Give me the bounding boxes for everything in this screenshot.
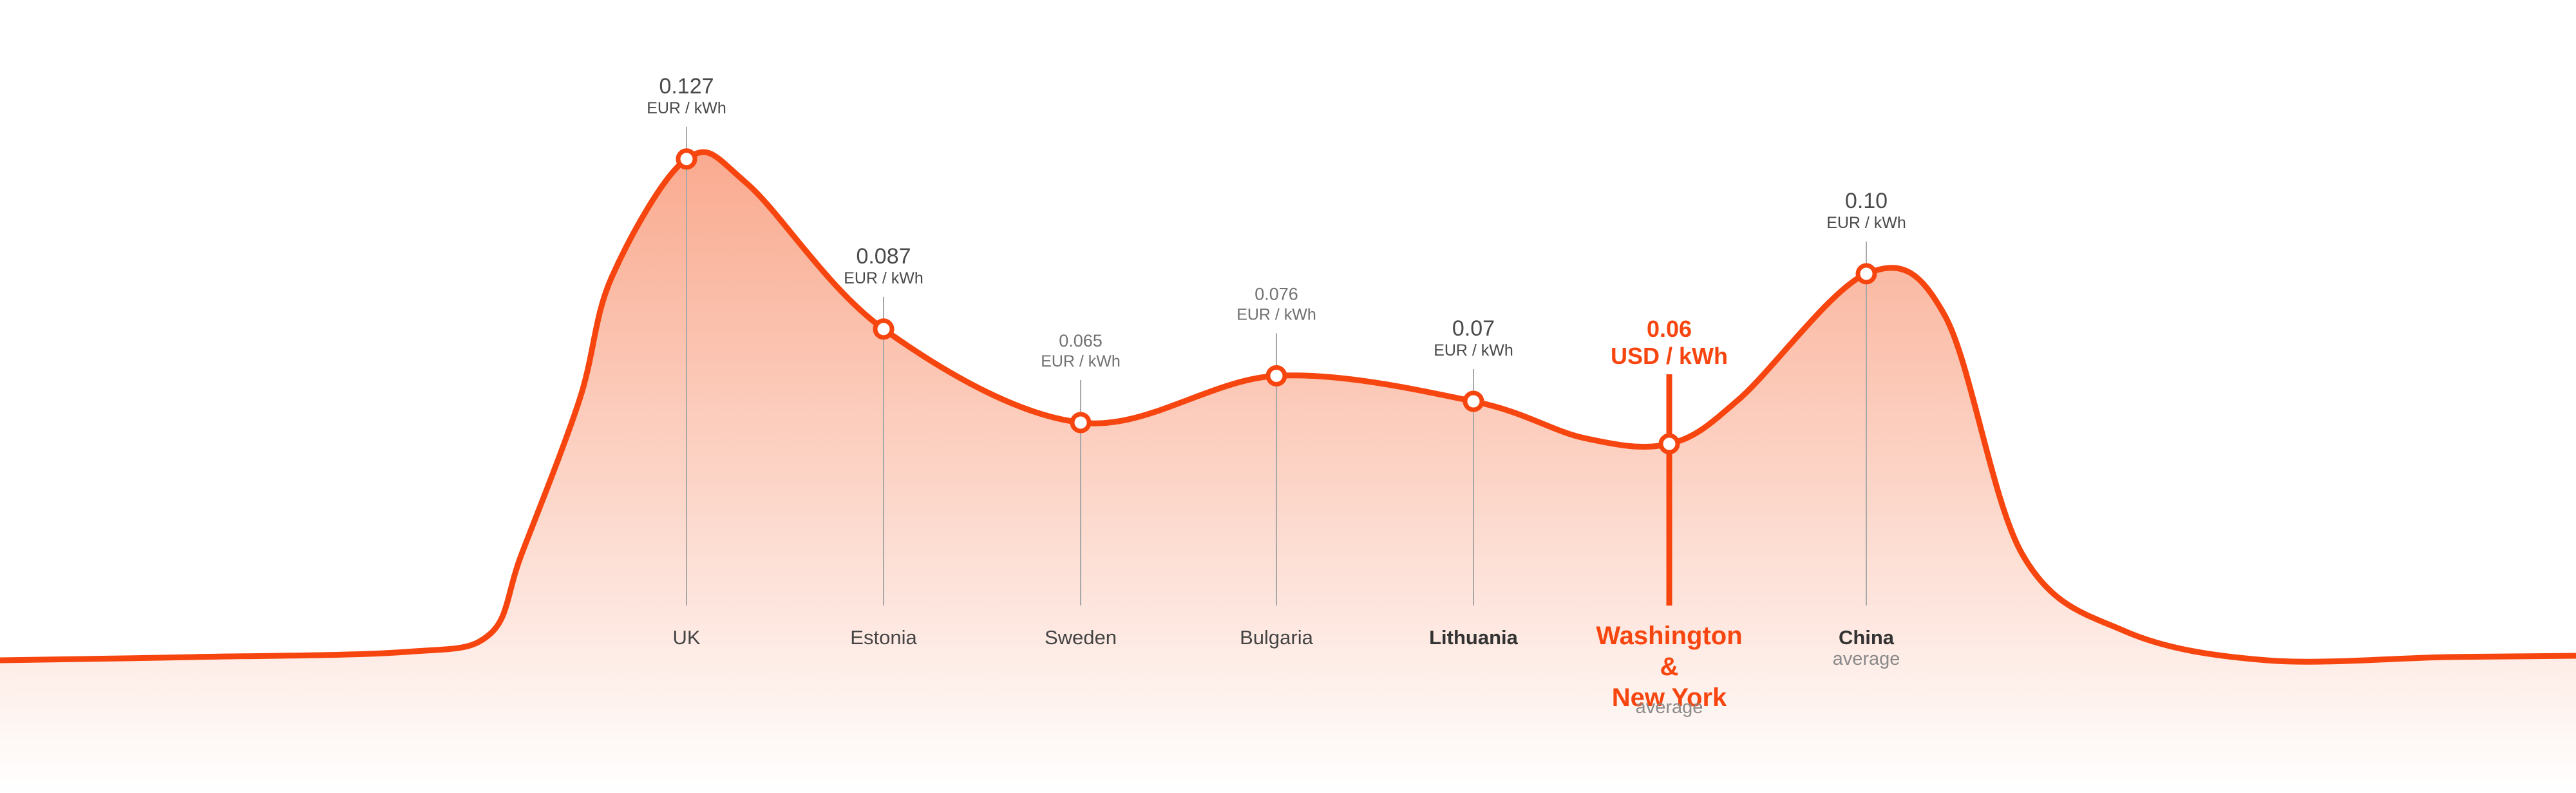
data-label-value: 0.087 [856, 244, 911, 269]
data-label-unit: EUR / kWh [1434, 341, 1513, 359]
data-label-value: 0.07 [1452, 316, 1495, 341]
data-point [676, 148, 697, 170]
data-point-markers [676, 148, 1877, 455]
x-tick-label: Washington [1596, 622, 1742, 650]
data-point [1463, 390, 1484, 412]
country-labels: UK Estonia Sweden Bulgaria Lithuania Washingt… [672, 622, 1900, 718]
data-label-unit: USD / kWh [1611, 343, 1728, 369]
x-tick-label: Estonia [850, 626, 917, 649]
data-label-unit: EUR / kWh [647, 99, 726, 117]
data-label-value: 0.06 [1647, 316, 1692, 342]
data-point [1855, 263, 1877, 285]
data-label-value: 0.127 [659, 74, 714, 99]
guide-lines [686, 126, 1867, 606]
x-tick-label: New York [1612, 683, 1727, 712]
x-tick-label: Bulgaria [1240, 626, 1313, 649]
x-tick-label: & [1660, 653, 1679, 681]
x-tick-label: Sweden [1045, 626, 1117, 649]
data-point [1658, 433, 1680, 455]
data-label-unit: EUR / kWh [1041, 352, 1121, 370]
x-tick-label: Lithuania [1429, 626, 1519, 649]
data-point [873, 318, 895, 340]
data-point [1070, 412, 1092, 434]
data-label-value: 0.076 [1255, 284, 1298, 303]
x-tick-sublabel: average [1636, 697, 1703, 718]
price-curve [0, 149, 2576, 665]
data-label-unit: EUR / kWh [1826, 214, 1906, 232]
x-tick-label: UK [672, 626, 700, 649]
x-tick-label: China [1839, 626, 1895, 649]
price-area-fill [0, 152, 2576, 793]
data-point [1265, 365, 1287, 387]
data-label-unit: EUR / kWh [844, 269, 923, 287]
data-label-value: 0.10 [1845, 189, 1888, 213]
x-tick-sublabel: average [1833, 649, 1900, 669]
data-label-unit: EUR / kWh [1236, 305, 1316, 323]
data-label-value: 0.065 [1059, 331, 1103, 350]
